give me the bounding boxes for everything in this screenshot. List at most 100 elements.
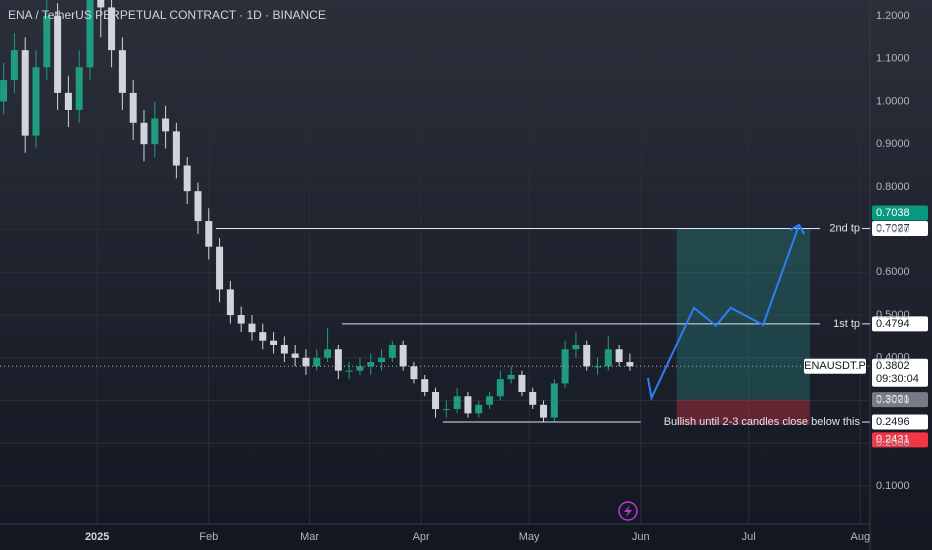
candle-body — [507, 374, 515, 380]
candle-body — [334, 349, 342, 371]
candle-body — [475, 404, 483, 414]
candle-body — [291, 353, 299, 358]
candle-body — [421, 379, 429, 392]
candle-body — [280, 344, 288, 354]
target-badge — [872, 205, 928, 221]
candle-body — [594, 366, 602, 368]
chart-title: ENA / TetherUS PERPETUAL CONTRACT · 1D ·… — [8, 8, 326, 22]
candle-body — [151, 118, 159, 145]
level-badge-text: 0.7027 — [876, 222, 910, 234]
candle-body — [118, 50, 126, 93]
y-tick-label: 0.7000 — [876, 224, 910, 236]
candle-body — [205, 221, 213, 247]
y-tick-label: 1.0000 — [876, 95, 910, 107]
lightning-icon — [618, 501, 638, 521]
projection-arrow — [789, 223, 805, 235]
candle-body — [604, 349, 612, 367]
candle-body — [324, 349, 332, 358]
candle-body — [356, 366, 364, 371]
x-tick-label: Jun — [632, 531, 650, 543]
countdown-text: 09:30:04 — [876, 373, 919, 385]
candle-body — [129, 92, 137, 123]
level-label: 1st tp — [833, 318, 860, 330]
candle-body — [183, 165, 191, 192]
projection-line — [646, 224, 801, 402]
candle-body — [388, 344, 396, 358]
candle-body — [0, 80, 8, 102]
candle-body — [54, 15, 62, 93]
candle-body — [43, 15, 51, 68]
candle-body — [442, 409, 450, 411]
candle-body — [550, 383, 558, 418]
candle-body — [529, 391, 537, 405]
y-tick-label: 0.8000 — [876, 181, 910, 193]
candle-body — [496, 379, 504, 397]
symbol-badge — [804, 358, 866, 374]
x-tick-label: Apr — [413, 531, 430, 543]
stop-badge — [872, 432, 928, 448]
candle-body — [270, 340, 278, 345]
candle-body — [367, 362, 375, 367]
candle-body — [378, 357, 386, 363]
y-tick-label: 0.3000 — [876, 394, 910, 406]
y-tick-label: 0.9000 — [876, 138, 910, 150]
y-tick-label: 0.6000 — [876, 266, 910, 278]
candle-body — [540, 404, 548, 418]
candle-body — [86, 0, 94, 68]
x-tick-label: Mar — [300, 531, 319, 543]
x-tick-label: Feb — [199, 531, 218, 543]
level-badge-text: 0.2496 — [876, 416, 910, 428]
x-tick-label: Aug — [850, 531, 870, 543]
candle-body — [432, 391, 440, 410]
price-badge — [872, 358, 928, 387]
y-tick-label: 1.2000 — [876, 10, 910, 22]
candle-body — [226, 289, 234, 316]
marks — [0, 0, 634, 422]
x-tick-label: 2025 — [85, 531, 109, 543]
level-badge-text: 0.4794 — [876, 318, 910, 330]
candle-body — [561, 349, 569, 384]
candle-body — [194, 191, 202, 222]
y-tick-label: 0.1000 — [876, 480, 910, 492]
y-tick-label: 1.1000 — [876, 53, 910, 65]
candle-body — [486, 396, 494, 405]
candle-body — [248, 323, 256, 333]
level-label: 2nd tp — [829, 222, 860, 234]
level-label: Bullish until 2-3 candles close below th… — [664, 416, 861, 428]
candle-body — [453, 396, 461, 410]
candle-body — [21, 50, 29, 136]
candle-body — [410, 366, 418, 380]
candle-body — [399, 344, 407, 367]
entry-badge-text: 0.3021 — [876, 394, 910, 406]
candle-body — [464, 396, 472, 414]
candle-body — [237, 315, 245, 324]
overlays: 2nd tp 0.7027 1st tp 0.4794 Bullish until 2-… — [0, 205, 928, 448]
candle-body — [615, 349, 623, 363]
candle-body — [10, 50, 18, 81]
level-badge — [872, 316, 928, 332]
stop-badge-text: 0.2431 — [876, 434, 910, 446]
candle-body — [172, 131, 180, 166]
entry-badge — [872, 392, 928, 408]
candle-body — [626, 362, 634, 367]
candle-body — [345, 370, 353, 372]
level-badge — [872, 414, 928, 430]
candle-body — [583, 344, 591, 367]
stop-zone — [676, 399, 810, 425]
y-tick-label: 0.2000 — [876, 437, 910, 449]
candle-body — [75, 67, 83, 110]
candle-body — [32, 67, 40, 136]
candle-body — [518, 374, 526, 392]
candle-body — [572, 344, 580, 350]
candle-body — [140, 122, 148, 145]
candle-body — [108, 7, 116, 51]
candle-body — [162, 118, 170, 132]
candle-body — [313, 357, 321, 367]
y-tick-label: 0.5000 — [876, 309, 910, 321]
symbol-badge-text: ENAUSDT.P — [804, 360, 866, 372]
candle-body — [259, 332, 267, 341]
price-badge-text: 0.3802 — [876, 360, 910, 372]
candle-body — [64, 92, 72, 110]
